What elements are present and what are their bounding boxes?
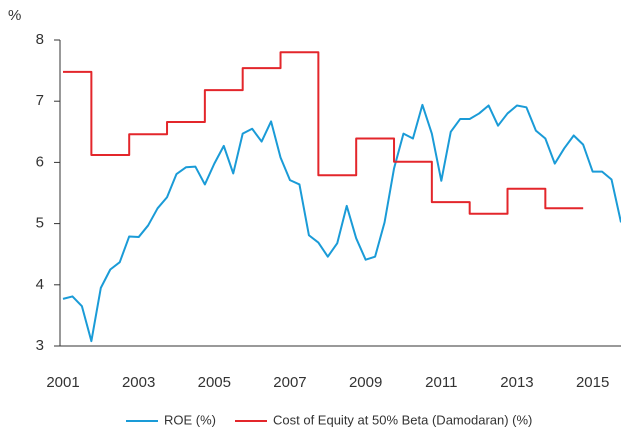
legend-label: ROE (%) bbox=[164, 412, 216, 427]
x-tick-label: 2007 bbox=[273, 374, 306, 391]
x-tick-label: 2015 bbox=[576, 374, 609, 391]
x-tick-label: 2013 bbox=[500, 374, 533, 391]
y-tick-label: 6 bbox=[36, 153, 44, 170]
x-tick-label: 2003 bbox=[122, 374, 155, 391]
x-tick-label: 2005 bbox=[198, 374, 231, 391]
y-tick-label: 5 bbox=[36, 215, 44, 232]
y-tick-label: 4 bbox=[36, 276, 44, 293]
y-tick-label: 8 bbox=[36, 31, 44, 48]
y-tick-label: 3 bbox=[36, 337, 44, 354]
x-tick-label: 2001 bbox=[46, 374, 79, 391]
line-series bbox=[63, 51, 584, 215]
x-tick-label: 2011 bbox=[425, 374, 457, 391]
line-series bbox=[62, 103, 621, 343]
y-axis-label: % bbox=[8, 7, 21, 24]
legend-label: Cost of Equity at 50% Beta (Damodaran) (… bbox=[273, 412, 532, 427]
x-tick-label: 2009 bbox=[349, 374, 382, 391]
y-tick-label: 7 bbox=[36, 92, 44, 109]
